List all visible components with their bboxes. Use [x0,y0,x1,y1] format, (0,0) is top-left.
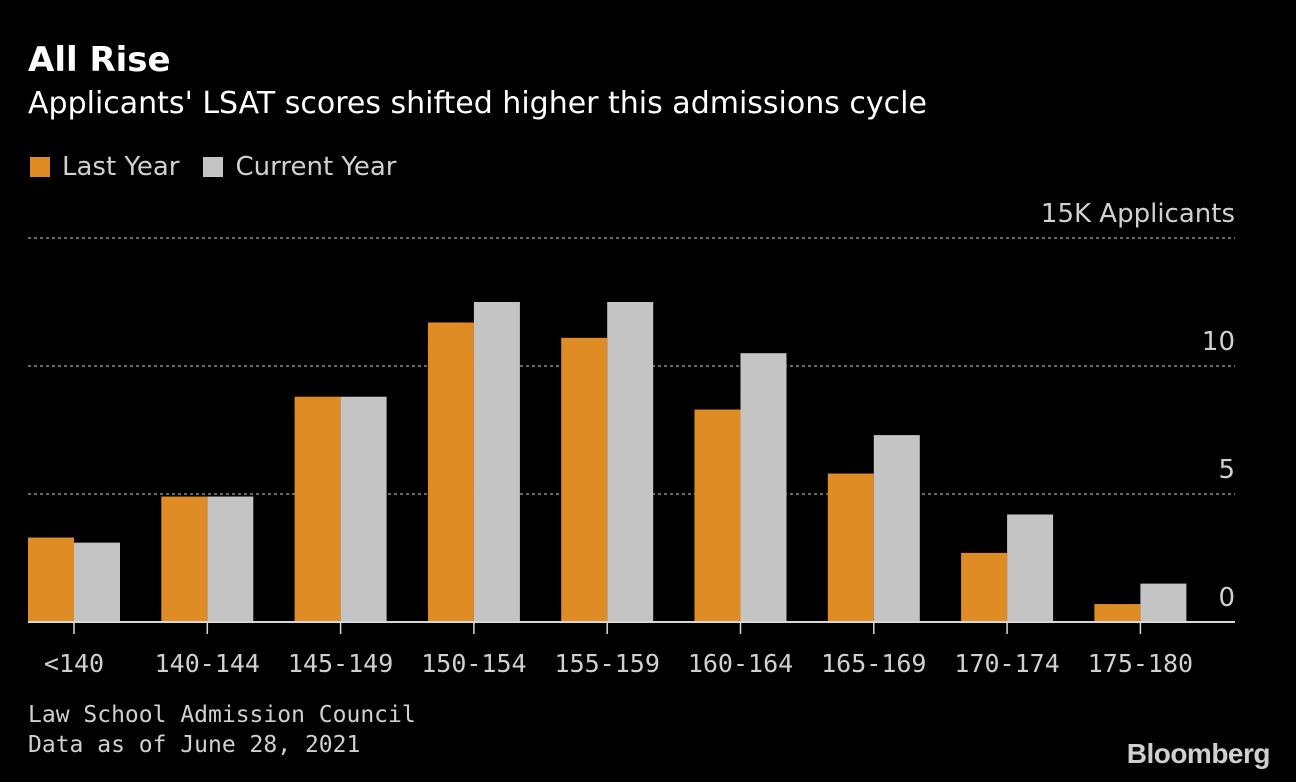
x-tick-label-6: 165-169 [821,649,926,678]
bar-current-year-4 [607,302,654,622]
bar-last-year-6 [827,473,874,622]
x-tick-label-8: 175-180 [1088,649,1193,678]
source-note: Law School Admission Council Data as of … [28,700,416,760]
bar-last-year-4 [561,337,608,622]
bloomberg-logo: Bloomberg [1126,738,1271,769]
legend-item-last-year: Last Year [30,152,179,182]
y-tick-label-10: 10 [1202,327,1235,357]
y-tick-label-5: 5 [1218,455,1235,485]
bar-last-year-8 [1094,604,1141,622]
x-tick-label-4: 155-159 [555,649,660,678]
bar-last-year-5 [694,409,741,622]
legend-swatch-last-year [30,157,50,177]
bar-current-year-8 [1140,583,1187,622]
bar-current-year-7 [1007,514,1054,622]
x-tick-label-2: 145-149 [288,649,393,678]
legend-label-current-year: Current Year [235,152,397,182]
bar-current-year-5 [740,353,787,622]
bar-last-year-3 [427,322,474,622]
legend-label-last-year: Last Year [62,152,180,182]
bar-current-year-1 [207,496,254,622]
source-text: Law School Admission Council [28,702,416,728]
x-tick-label-1: 140-144 [155,649,260,678]
legend: Last Year Current Year [30,152,420,182]
x-tick-label-7: 170-174 [954,649,1059,678]
bar-last-year-0 [28,537,74,622]
x-tick-label-3: 150-154 [421,649,526,678]
legend-swatch-current-year [203,157,224,177]
bar-last-year-2 [294,396,341,622]
bar-last-year-1 [161,496,208,622]
y-tick-label-15: 15K Applicants [1041,199,1235,229]
data-date-text: Data as of June 28, 2021 [28,732,361,758]
chart-subtitle: Applicants' LSAT scores shifted higher t… [28,86,927,121]
bar-current-year-3 [473,302,520,622]
bar-last-year-7 [961,552,1008,622]
x-tick-label-0: <140 [44,649,104,678]
bar-current-year-6 [873,435,920,622]
chart-title: All Rise [28,40,171,80]
legend-item-current-year: Current Year [203,152,396,182]
bar-chart: 0 5 10 15K Applicants <140 140-144 145-149 150-… [28,199,1235,678]
bar-current-year-0 [74,542,120,622]
x-tick-label-5: 160-164 [688,649,793,678]
bar-current-year-2 [340,396,387,622]
y-tick-label-0: 0 [1218,583,1235,613]
